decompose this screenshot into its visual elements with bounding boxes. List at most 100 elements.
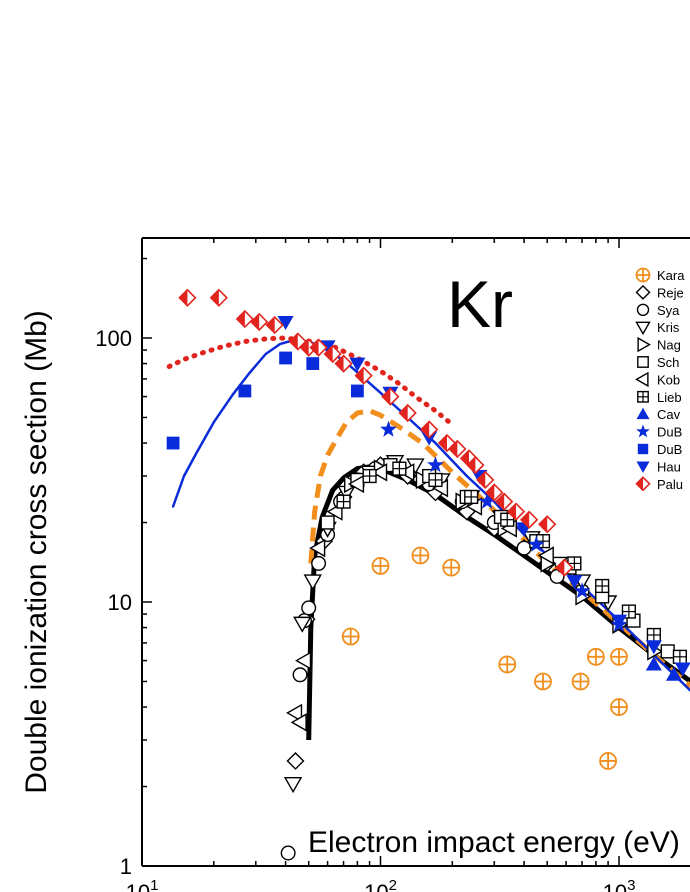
marker-diamond-half xyxy=(448,439,467,459)
legend-marker-square-open xyxy=(637,356,649,368)
legend-label: Lieb xyxy=(657,390,682,405)
marker-triangle-up-filled xyxy=(665,666,682,681)
element-annotation: Kr xyxy=(447,267,513,341)
marker-diamond-half xyxy=(235,309,255,329)
legend-marker-square-filled xyxy=(637,443,649,455)
legend-label: Reje xyxy=(657,285,684,300)
marker-square-lines xyxy=(336,494,351,509)
marker-diamond-half xyxy=(354,366,373,385)
marker-square-filled xyxy=(279,351,292,365)
marker-circle-plus xyxy=(442,558,461,577)
marker-triangle-down-filled xyxy=(566,575,583,590)
marker-square-filled xyxy=(166,436,180,450)
data-markers xyxy=(166,288,690,861)
marker-diamond-half xyxy=(209,288,228,307)
axes: 101 102 103 1 10 100 xyxy=(95,238,636,892)
legend-marker-star xyxy=(636,424,650,438)
marker-circle-plus xyxy=(534,672,552,691)
marker-circle-open xyxy=(549,568,565,584)
marker-star xyxy=(527,535,545,552)
curve-dashed-orange xyxy=(308,408,690,689)
legend-marker-diamond-half xyxy=(635,476,651,492)
legend-label: Sch xyxy=(657,355,679,370)
marker-diamond-half xyxy=(520,510,539,529)
marker-diamond-half xyxy=(495,492,514,511)
x-axis-title: Electron impact energy (eV) xyxy=(308,826,680,859)
legend-marker-triangle-down-open xyxy=(635,321,651,336)
legend-marker-diamond-open xyxy=(635,284,651,300)
legend-marker-triangle-down-filled xyxy=(636,461,650,473)
marker-star xyxy=(573,582,591,599)
marker-circle-plus xyxy=(586,647,605,666)
marker-square-lines xyxy=(500,512,515,527)
marker-square-filled xyxy=(238,384,252,398)
marker-diamond-half xyxy=(476,470,495,490)
marker-square-lines xyxy=(362,468,377,484)
y-axis-title: Double ionization cross section (Mb) xyxy=(20,310,53,794)
marker-triangle-left-open xyxy=(309,538,326,558)
marker-square-filled xyxy=(350,384,364,398)
legend-label: Kris xyxy=(657,320,680,335)
marker-diamond-half xyxy=(250,312,269,332)
legend-label: Sya xyxy=(657,303,680,318)
marker-diamond-half xyxy=(506,502,526,521)
marker-diamond-half xyxy=(420,420,439,439)
legend-marker-circle-plus xyxy=(635,267,651,283)
marker-triangle-down-filled xyxy=(611,614,627,629)
x-tick-label: 103 xyxy=(603,877,636,892)
marker-triangle-left-open xyxy=(295,651,312,670)
marker-diamond-half xyxy=(334,354,353,373)
marker-circle-plus xyxy=(371,557,390,575)
marker-triangle-up-filled xyxy=(645,656,662,671)
legend-label: Kob xyxy=(657,372,680,387)
marker-diamond-half xyxy=(381,387,400,406)
marker-diamond-open xyxy=(286,751,305,770)
legend-marker-triangle-left-open xyxy=(635,371,649,388)
legend-label: Nag xyxy=(657,338,681,353)
marker-diamond-half xyxy=(555,558,574,577)
marker-triangle-down-open xyxy=(303,574,322,591)
y-tick-label: 100 xyxy=(95,326,132,351)
marker-diamond-half xyxy=(485,483,504,502)
marker-diamond-half xyxy=(178,288,197,307)
legend-label: Hau xyxy=(657,459,681,474)
marker-triangle-left-open xyxy=(286,703,303,723)
legend-label: Kara xyxy=(657,268,685,283)
legend-marker-triangle-up-filled xyxy=(636,407,650,420)
y-tick-label: 10 xyxy=(108,590,132,615)
legend-marker-square-lines xyxy=(637,390,649,403)
marker-diamond-half xyxy=(265,315,284,335)
marker-circle-plus xyxy=(341,627,360,646)
x-tick-label: 101 xyxy=(126,877,159,892)
marker-triangle-down-open xyxy=(283,776,303,794)
marker-circle-plus xyxy=(411,546,430,565)
marker-circle-plus xyxy=(610,698,628,716)
marker-square-lines xyxy=(392,461,407,476)
legend-label: Palu xyxy=(657,477,683,492)
marker-square-lines xyxy=(646,627,661,643)
marker-circle-open xyxy=(280,845,296,861)
marker-circle-plus xyxy=(571,672,590,691)
marker-circle-plus xyxy=(498,655,517,674)
marker-triangle-down-open xyxy=(293,616,312,633)
marker-square-open xyxy=(660,644,675,659)
x-tick-label: 102 xyxy=(364,877,397,892)
marker-square-lines xyxy=(428,472,443,488)
marker-circle-open xyxy=(516,540,532,556)
legend-marker-triangle-right-open xyxy=(637,336,651,353)
marker-triangle-down-filled xyxy=(349,357,366,372)
marker-triangle-down-filled xyxy=(277,315,294,330)
marker-diamond-half xyxy=(538,515,557,534)
marker-triangle-left-open xyxy=(398,463,415,482)
marker-triangle-down-filled xyxy=(674,662,690,677)
legend: Kara Reje Sya Kris Nag Sch Kob Lieb Cav DuB DuB Hau… xyxy=(635,267,685,492)
marker-circle-open xyxy=(301,600,317,616)
marker-triangle-left-open xyxy=(347,474,365,494)
marker-square-filled xyxy=(306,357,320,370)
marker-square-lines xyxy=(672,649,687,664)
marker-triangle-left-open xyxy=(537,546,554,565)
y-tick-label: 1 xyxy=(120,854,132,879)
model-curves xyxy=(166,335,690,741)
marker-circle-open xyxy=(311,555,327,571)
